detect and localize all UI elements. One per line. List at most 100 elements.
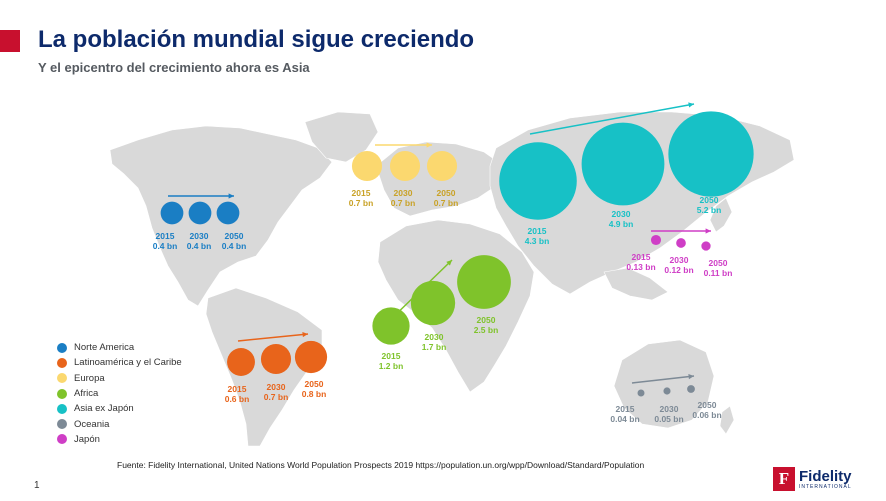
arrow-as <box>529 103 695 135</box>
label-na-2015: 2015 0.4 bn <box>152 231 178 251</box>
label-value: 0.4 bn <box>152 240 178 251</box>
bubble-eu-2050 <box>426 150 458 182</box>
legend-label: Japón <box>74 433 100 445</box>
bubble-jp-2050 <box>701 241 711 251</box>
label-eu-2050: 2050 0.7 bn <box>433 188 459 208</box>
label-value: 0.6 bn <box>224 393 250 404</box>
arrow-head-oc <box>688 374 694 380</box>
label-oc-2015: 2015 0.04 bn <box>610 404 640 424</box>
legend-label: Latinoamérica y el Caribe <box>74 357 182 369</box>
legend-label: Europa <box>74 372 105 384</box>
label-year: 2050 <box>699 195 719 205</box>
arrow-head-jp <box>705 228 711 234</box>
bubble-na-2015 <box>160 201 184 225</box>
label-value: 2.5 bn <box>473 324 499 335</box>
label-year: 2030 <box>393 188 413 198</box>
label-eu-2030: 2030 0.7 bn <box>390 188 416 208</box>
label-af-2030: 2030 1.7 bn <box>421 332 447 352</box>
label-value: 0.04 bn <box>610 413 640 424</box>
label-oc-2050: 2050 0.06 bn <box>692 400 722 420</box>
fidelity-logo: F Fidelity INTERNATIONAL <box>773 467 852 491</box>
legend-item-lat: Latinoamérica y el Caribe <box>57 355 182 370</box>
label-value: 0.13 bn <box>626 261 656 272</box>
title-accent-bar <box>0 30 20 52</box>
label-value: 0.06 bn <box>692 409 722 420</box>
legend-dot-icon <box>57 403 67 414</box>
bubble-oc-2030 <box>663 387 671 395</box>
label-year: 2030 <box>189 231 209 241</box>
bubble-eu-2015 <box>351 150 383 182</box>
label-year: 2050 <box>708 258 728 268</box>
label-value: 1.2 bn <box>378 360 404 371</box>
legend-item-oc: Oceania <box>57 416 182 431</box>
label-year: 2030 <box>611 209 631 219</box>
label-jp-2030: 2030 0.12 bn <box>664 255 694 275</box>
bubble-lat-2050 <box>294 340 328 374</box>
logo-name: Fidelity <box>799 467 852 485</box>
bubble-as-2050 <box>668 111 754 197</box>
label-jp-2015: 2015 0.13 bn <box>626 252 656 272</box>
bubble-lat-2030 <box>260 343 292 375</box>
label-year: 2015 <box>381 351 401 361</box>
label-jp-2050: 2050 0.11 bn <box>704 258 733 278</box>
source-note: Fuente: Fidelity International, United N… <box>117 460 645 470</box>
bubble-oc-2015 <box>637 389 645 397</box>
bubble-na-2030 <box>188 201 212 225</box>
bubble-af-2030 <box>410 280 456 326</box>
label-value: 0.7 bn <box>348 197 374 208</box>
label-af-2050: 2050 2.5 bn <box>473 315 499 335</box>
fidelity-logo-icon: F <box>773 467 795 491</box>
label-year: 2015 <box>227 384 247 394</box>
label-value: 0.7 bn <box>433 197 459 208</box>
label-value: 0.7 bn <box>263 391 289 402</box>
logo-subtitle: INTERNATIONAL <box>799 483 852 490</box>
bubble-oc-2050 <box>687 385 695 393</box>
label-value: 4.9 bn <box>608 218 634 229</box>
legend-item-as: Asia ex Japón <box>57 401 182 416</box>
bubble-lat-2015 <box>227 348 255 376</box>
label-year: 2050 <box>304 379 324 389</box>
land-southeast-asia <box>603 267 669 301</box>
label-year: 2050 <box>697 400 717 410</box>
label-year: 2050 <box>224 231 244 241</box>
label-year: 2030 <box>659 404 679 414</box>
bubble-as-2015 <box>499 142 577 220</box>
label-value: 4.3 bn <box>524 235 550 246</box>
label-year: 2030 <box>669 255 689 265</box>
label-year: 2050 <box>476 315 496 325</box>
label-value: 0.8 bn <box>301 388 327 399</box>
label-lat-2030: 2030 0.7 bn <box>263 382 289 402</box>
label-value: 0.7 bn <box>390 197 416 208</box>
legend-dot-icon <box>57 434 67 445</box>
legend-label: Africa <box>74 388 99 400</box>
arrow-head-na <box>228 193 234 199</box>
label-year: 2015 <box>351 188 371 198</box>
arrow-head-lat <box>302 331 308 338</box>
label-value: 0.4 bn <box>186 240 212 251</box>
land-greenland <box>304 111 379 163</box>
arrow-oc <box>631 375 695 384</box>
bubble-na-2050 <box>216 201 240 225</box>
label-value: 0.12 bn <box>664 264 694 275</box>
arrow-head-af <box>446 260 452 266</box>
arrow-head-as <box>688 102 694 108</box>
legend-item-jp: Japón <box>57 432 182 447</box>
arrow-lat <box>237 333 309 342</box>
legend-label: Oceania <box>74 418 110 430</box>
label-year: 2015 <box>615 404 635 414</box>
label-lat-2015: 2015 0.6 bn <box>224 384 250 404</box>
label-lat-2050: 2050 0.8 bn <box>301 379 327 399</box>
label-as-2050: 2050 5.2 bn <box>697 195 722 215</box>
label-year: 2015 <box>155 231 175 241</box>
page-title: La población mundial sigue creciendo <box>38 26 475 53</box>
legend-dot-icon <box>57 342 67 353</box>
label-value: 1.7 bn <box>421 341 447 352</box>
bubble-as-2030 <box>581 122 665 206</box>
label-year: 2015 <box>527 226 547 236</box>
legend-item-eu: Europa <box>57 371 182 386</box>
bubble-af-2050 <box>457 255 511 309</box>
legend-dot-icon <box>57 419 67 430</box>
label-year: 2050 <box>436 188 456 198</box>
label-value: 0.4 bn <box>221 240 247 251</box>
arrow-head-eu <box>426 142 432 148</box>
